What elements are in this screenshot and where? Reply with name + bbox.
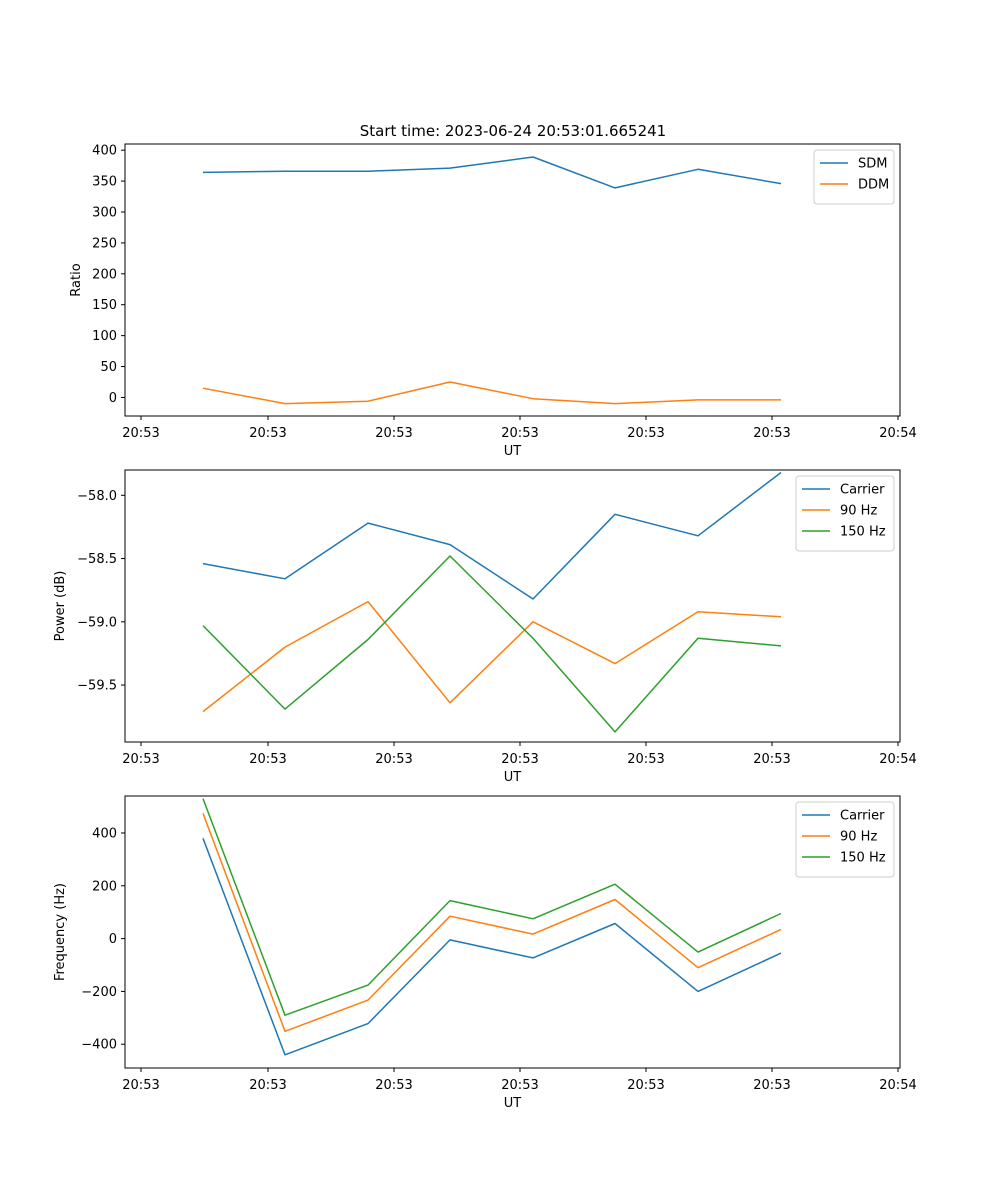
x-tick-label: 20:54 bbox=[879, 426, 916, 441]
legend: SDM DDM bbox=[813, 149, 895, 205]
y-tick-label: 200 bbox=[92, 267, 117, 282]
series-line-150-hz bbox=[202, 798, 782, 1016]
x-tick-label: 20:53 bbox=[122, 752, 159, 767]
y-axis-label: Ratio bbox=[69, 263, 84, 296]
series-line-ddm bbox=[202, 381, 781, 405]
legend-box bbox=[795, 801, 895, 878]
y-tick-label: 250 bbox=[92, 236, 117, 251]
y-tick-label: 400 bbox=[92, 826, 117, 841]
legend-entry: 150 Hz bbox=[840, 525, 886, 540]
legend-entry: Carrier bbox=[840, 809, 885, 824]
y-tick-label: 0 bbox=[109, 932, 117, 947]
x-tick-label: 20:53 bbox=[249, 426, 286, 441]
x-tick-label: 20:53 bbox=[249, 1078, 286, 1093]
series-line-carrier bbox=[202, 471, 782, 600]
plot-panel-3: 20:53 20:53 20:53 20:53 20:53 20:53 20:54 −400 −… bbox=[53, 795, 917, 1111]
x-tick-label: 20:53 bbox=[501, 1078, 538, 1093]
series-line-sdm bbox=[202, 156, 782, 189]
y-tick-label: −58.5 bbox=[77, 552, 117, 567]
x-tick-label: 20:53 bbox=[501, 426, 538, 441]
series-line-150-hz bbox=[202, 555, 782, 733]
legend-entry: SDM bbox=[858, 157, 887, 172]
y-tick-label: 50 bbox=[100, 360, 117, 375]
plots-container: 20:53 20:53 20:53 20:53 20:53 20:53 20:54 0 50 10… bbox=[53, 143, 917, 1111]
plot-frame bbox=[124, 469, 901, 743]
y-tick-label: 200 bbox=[92, 879, 117, 894]
y-tick-label: −400 bbox=[81, 1038, 117, 1053]
x-tick-label: 20:53 bbox=[122, 1078, 159, 1093]
legend-entry: 90 Hz bbox=[840, 504, 877, 519]
series-line-carrier bbox=[202, 838, 782, 1056]
x-tick-label: 20:53 bbox=[627, 426, 664, 441]
y-axis-label: Power (dB) bbox=[53, 571, 68, 642]
plot-panel-1: 20:53 20:53 20:53 20:53 20:53 20:53 20:54 0 50 10… bbox=[69, 143, 917, 459]
x-axis-label: UT bbox=[504, 1096, 522, 1111]
plot-panel-2: 20:53 20:53 20:53 20:53 20:53 20:53 20:54 −59.5… bbox=[53, 469, 917, 785]
x-axis-label: UT bbox=[504, 770, 522, 785]
x-tick-label: 20:53 bbox=[375, 1078, 412, 1093]
y-tick-label: −59.5 bbox=[77, 679, 117, 694]
legend-entry: Carrier bbox=[840, 483, 885, 498]
x-tick-label: 20:53 bbox=[375, 426, 412, 441]
legend: Carrier 90 Hz 150 Hz bbox=[795, 801, 895, 878]
x-tick-label: 20:54 bbox=[879, 1078, 916, 1093]
x-tick-label: 20:53 bbox=[753, 752, 790, 767]
x-tick-label: 20:53 bbox=[753, 1078, 790, 1093]
plot-frame bbox=[124, 795, 901, 1069]
y-tick-label: 150 bbox=[92, 298, 117, 313]
y-tick-label: −59.0 bbox=[77, 615, 117, 630]
series-line-90-hz bbox=[202, 813, 782, 1033]
y-tick-label: 100 bbox=[92, 329, 117, 344]
y-tick-label: 0 bbox=[109, 391, 117, 406]
y-tick-label: −58.0 bbox=[77, 489, 117, 504]
legend-box bbox=[795, 475, 895, 552]
legend: Carrier 90 Hz 150 Hz bbox=[795, 475, 895, 552]
legend-entry: DDM bbox=[858, 178, 889, 193]
y-tick-label: 400 bbox=[92, 144, 117, 159]
x-tick-label: 20:53 bbox=[627, 752, 664, 767]
x-tick-label: 20:53 bbox=[122, 426, 159, 441]
y-tick-label: 350 bbox=[92, 175, 117, 190]
figure-title: Start time: 2023-06-24 20:53:01.665241 bbox=[360, 122, 666, 140]
x-axis-label: UT bbox=[504, 444, 522, 459]
series-line-90-hz bbox=[202, 600, 782, 713]
x-tick-label: 20:53 bbox=[627, 1078, 664, 1093]
x-tick-label: 20:53 bbox=[753, 426, 790, 441]
y-tick-label: −200 bbox=[81, 985, 117, 1000]
legend-entry: 90 Hz bbox=[840, 830, 877, 845]
x-tick-label: 20:53 bbox=[249, 752, 286, 767]
x-tick-label: 20:54 bbox=[879, 752, 916, 767]
x-tick-label: 20:53 bbox=[375, 752, 412, 767]
plot-frame bbox=[124, 143, 901, 417]
legend-entry: 150 Hz bbox=[840, 851, 886, 866]
y-axis-label: Frequency (Hz) bbox=[53, 883, 68, 981]
x-tick-label: 20:53 bbox=[501, 752, 538, 767]
y-tick-label: 300 bbox=[92, 206, 117, 221]
